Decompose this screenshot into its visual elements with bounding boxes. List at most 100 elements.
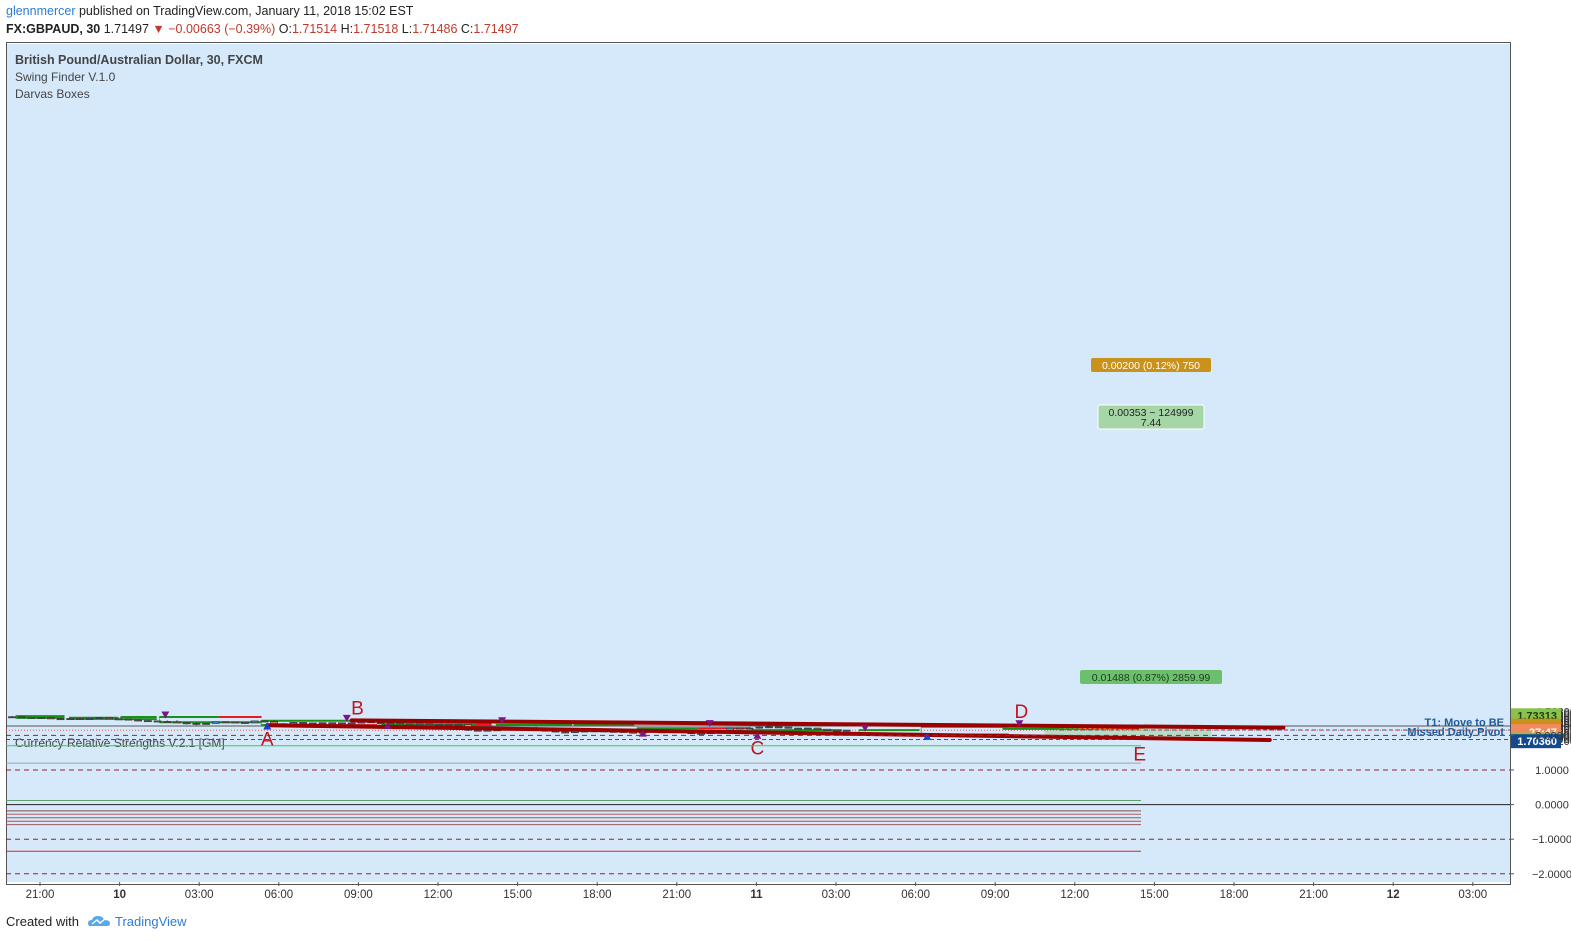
low-label: L:	[401, 22, 413, 36]
time-tick-label: 11	[750, 889, 763, 901]
candle-bear	[561, 731, 570, 734]
footer: Created with TradingView	[0, 904, 1571, 941]
measure-label-2: 7.44	[1141, 417, 1162, 429]
candle-bear	[813, 727, 822, 730]
time-tick-label: 12	[1387, 889, 1400, 901]
high-label: H:	[340, 22, 354, 36]
candle-bear	[774, 726, 783, 729]
swing-high-marker	[161, 711, 170, 719]
swing-high-marker	[705, 720, 714, 728]
low-value: 1.71486	[412, 22, 458, 36]
measure-box	[1097, 404, 1205, 430]
main-pane-background	[6, 44, 1510, 767]
candle-bear	[396, 722, 405, 725]
candle-bear	[299, 722, 308, 724]
candle-bear	[37, 717, 46, 719]
legend-indicator-1: Swing Finder V.1.0	[15, 70, 116, 84]
time-axis-background	[6, 882, 1510, 904]
candle-bear	[221, 721, 230, 724]
open-label: O:	[278, 22, 292, 36]
candle-bear	[153, 720, 162, 723]
candle-bull	[211, 721, 220, 724]
author-link[interactable]: glennmercer	[6, 4, 76, 18]
candle-bear	[231, 721, 240, 724]
candle-bear	[328, 722, 337, 725]
candle-bull	[66, 718, 75, 720]
candle-bull	[250, 720, 259, 724]
time-tick-label: 12:00	[1060, 889, 1089, 901]
candle-bear	[76, 718, 84, 720]
stop-label-box	[1091, 358, 1211, 372]
time-tick-label: 03:00	[822, 889, 851, 901]
candle-bear	[241, 722, 249, 724]
created-with-text: Created with	[6, 914, 79, 929]
candle-bear	[134, 719, 143, 722]
sub-tick-label: 1.0000	[1535, 765, 1569, 777]
tradingview-logo[interactable]: TradingView	[88, 914, 187, 929]
chart-header: glennmercer published on TradingView.com…	[0, 0, 1571, 42]
candle-bear	[260, 720, 269, 723]
t1-label: T1: Move to BE	[1425, 717, 1504, 729]
close-value: 1.71497	[473, 22, 519, 36]
sub-pane-legend: Currency Relative Strengths V.2.1 [GM]	[15, 736, 225, 750]
candle-bear	[784, 726, 793, 729]
candle-bear	[46, 717, 55, 720]
sub-tick-label: −1.0000	[1532, 834, 1571, 846]
time-tick-label: 18:00	[1220, 889, 1249, 901]
tradingview-cloud-icon	[88, 916, 110, 926]
candle-bull	[95, 717, 104, 720]
candle-bear	[114, 718, 123, 721]
candle-bear	[833, 730, 841, 732]
candle-bull	[56, 718, 65, 721]
candle-bull	[415, 723, 424, 726]
candle-bear	[406, 723, 414, 726]
candle-bear	[376, 722, 385, 725]
swing-high-marker	[861, 724, 870, 732]
candle-bull	[794, 727, 803, 730]
measure-label-1: 0.00353 ~ 124999	[1109, 407, 1194, 419]
chart-canvas[interactable]: British Pound/Australian Dollar, 30, FXC…	[0, 42, 1571, 904]
price-badge	[1511, 734, 1561, 749]
candle-bull	[318, 722, 327, 725]
time-tick-label: 06:00	[264, 889, 293, 901]
candle-bear	[17, 716, 26, 719]
time-tick-label: 21:00	[26, 889, 55, 901]
candle-bear	[163, 721, 172, 723]
legend-indicator-2: Darvas Boxes	[15, 87, 90, 101]
candle-bear	[735, 727, 744, 730]
candle-bull	[347, 722, 356, 725]
wedge-line-lower	[265, 723, 1272, 743]
candle-bear	[338, 722, 346, 725]
target-label: 0.01488 (0.87%) 2859.99	[1092, 672, 1211, 684]
tradingview-brand: TradingView	[115, 914, 187, 929]
candle-bear	[27, 716, 36, 719]
candle-bull	[755, 726, 764, 729]
time-tick-label: 18:00	[583, 889, 612, 901]
candle-bull	[842, 729, 851, 732]
open-value: 1.71514	[291, 22, 338, 36]
last-price: 1.71497	[103, 22, 149, 36]
publish-line: glennmercer published on TradingView.com…	[6, 4, 413, 18]
published-text: published on TradingView.com, January 11…	[78, 4, 414, 18]
daily-pivot-label: Missed Daily Pivot	[1407, 727, 1504, 739]
swing-low-marker	[383, 721, 392, 729]
time-tick-label: 03:00	[1458, 889, 1487, 901]
candle-bull	[192, 722, 201, 725]
candle-bull	[435, 723, 443, 726]
candle-bear	[124, 718, 133, 721]
time-tick-label: 06:00	[901, 889, 930, 901]
candle-bear	[823, 728, 832, 731]
sub-tick-label: 2.0000	[1535, 730, 1569, 742]
pattern-point-a: A	[261, 729, 274, 750]
wedge-line-upper	[349, 718, 1286, 730]
high-value: 1.71518	[353, 22, 399, 36]
swing-low-marker	[263, 722, 272, 730]
pattern-point-c: C	[750, 738, 764, 759]
ohlc-line: FX:GBPAUD, 30 1.71497 ▼ −0.00663 (−0.39%…	[6, 22, 519, 36]
time-tick-label: 21:00	[1299, 889, 1328, 901]
price-change: ▼ −0.00663 (−0.39%)	[152, 22, 276, 36]
swing-low-marker	[923, 732, 932, 740]
sub-pane-background	[6, 727, 1510, 904]
candle-bear	[143, 720, 152, 723]
candle-bull	[803, 727, 812, 730]
